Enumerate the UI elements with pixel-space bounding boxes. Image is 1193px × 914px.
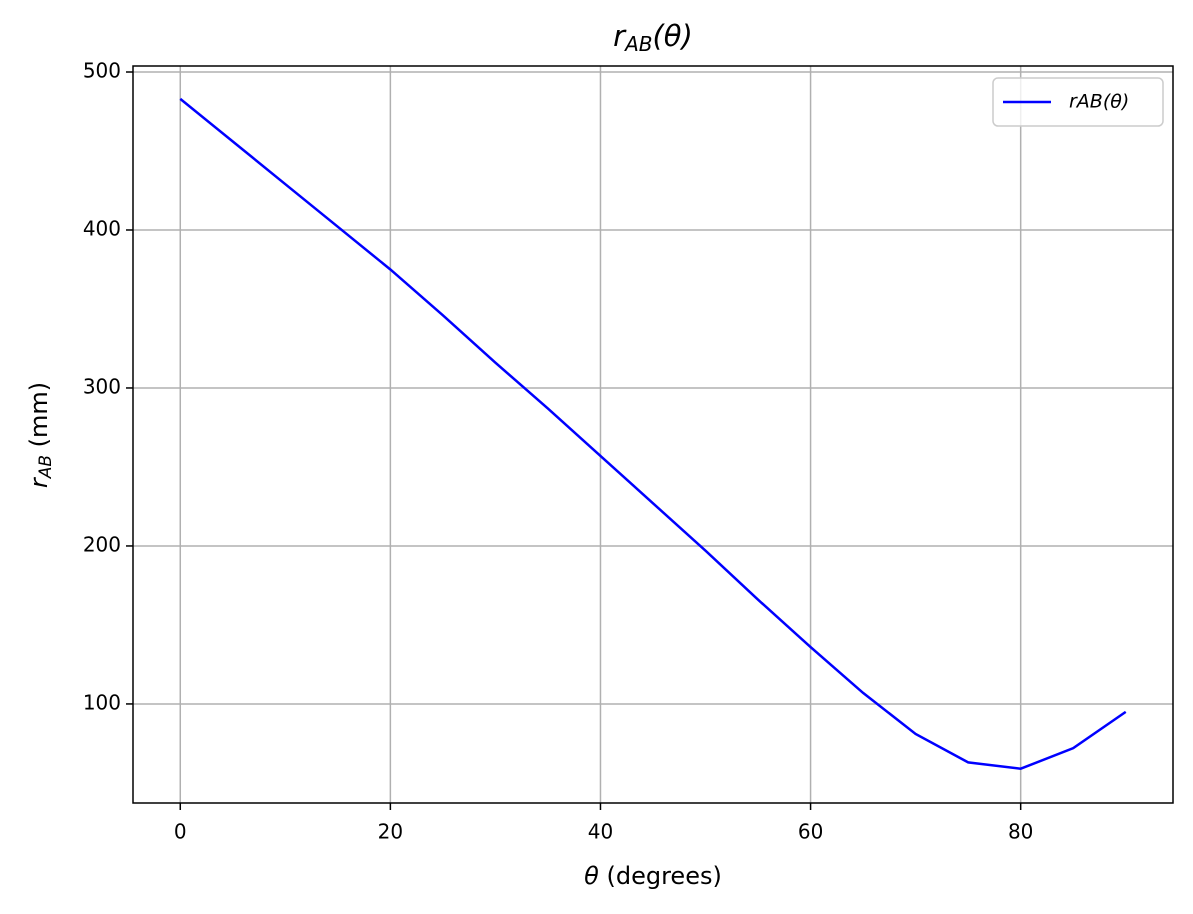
label-part: (degrees): [599, 862, 722, 890]
legend: rAB(θ): [992, 77, 1164, 127]
label-part: (mm): [25, 382, 53, 455]
y-axis-label: rAB (mm): [25, 382, 56, 488]
legend-box: [992, 77, 1164, 127]
y-tick-label: 500: [83, 59, 121, 83]
legend-label: rAB(θ): [1069, 91, 1129, 113]
y-tick-label: 300: [83, 374, 121, 398]
label-part: θ: [584, 862, 599, 890]
chart-title: rAB(θ): [613, 19, 693, 56]
label-part: AB: [36, 455, 56, 479]
label-part: r: [25, 476, 53, 488]
x-tick-label: 20: [378, 820, 403, 844]
title-part: AB: [623, 32, 652, 56]
data-line: [179, 97, 1127, 770]
title-part: (θ): [652, 19, 692, 53]
title-part: r: [613, 19, 627, 53]
y-tick-label: 200: [83, 532, 121, 556]
x-tick-label: 0: [174, 820, 187, 844]
x-tick-label: 80: [1008, 820, 1033, 844]
x-axis-label: θ (degrees): [584, 862, 722, 890]
y-tick-label: 400: [83, 216, 121, 240]
x-tick-label: 60: [798, 820, 823, 844]
x-tick-label: 40: [588, 820, 613, 844]
y-tick-label: 100: [83, 690, 121, 714]
plot-frame: [132, 65, 1174, 804]
